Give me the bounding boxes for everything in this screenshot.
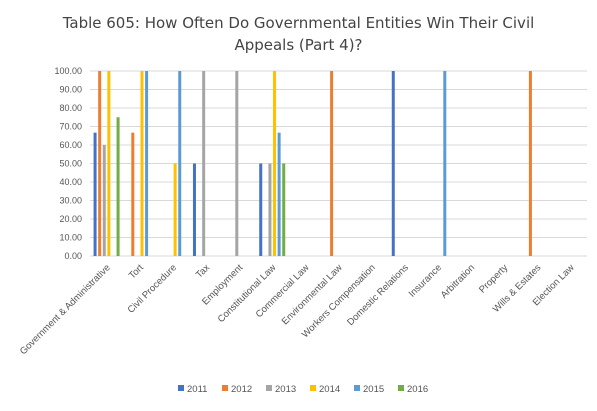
bar (259, 163, 263, 256)
legend-label: 2013 (275, 384, 296, 395)
bar (202, 71, 206, 256)
y-tick-label: 30.00 (59, 196, 82, 206)
legend-label: 2015 (363, 384, 384, 395)
legend-swatch (398, 385, 404, 391)
chart-title-line-2: Appeals (Part 4)? (234, 36, 363, 54)
legend-label: 2016 (407, 384, 428, 395)
bar (98, 71, 102, 256)
bar (173, 163, 177, 256)
bar (268, 163, 272, 256)
y-tick-label: 80.00 (59, 103, 82, 113)
legend-label: 2014 (319, 384, 340, 395)
bar (330, 71, 334, 256)
bar (93, 132, 97, 256)
chart-title-line-1: Table 605: How Often Do Governmental Ent… (62, 14, 535, 32)
legend-label: 2011 (187, 384, 207, 395)
bar (145, 71, 149, 256)
y-tick-label: 90.00 (59, 85, 82, 95)
bar (235, 71, 239, 256)
x-tick-label: Property (477, 262, 510, 295)
x-tick-label: Tort (127, 262, 146, 281)
legend-swatch (222, 385, 228, 391)
bar (192, 163, 196, 256)
chart-title: Table 605: How Often Do Governmental Ent… (30, 12, 567, 56)
bar (107, 71, 111, 256)
bar (116, 117, 120, 256)
bar (282, 163, 286, 256)
x-tick-label: Environmental Law (280, 262, 345, 327)
bar (391, 71, 395, 256)
bar (178, 71, 182, 256)
legend-swatch (354, 385, 360, 391)
legend-swatch (310, 385, 316, 391)
x-tick-label: Domestic Relations (345, 262, 411, 328)
bar (131, 132, 135, 256)
bar (443, 71, 447, 256)
y-tick-label: 20.00 (59, 214, 82, 224)
bar (277, 132, 281, 256)
y-tick-label: 60.00 (59, 140, 82, 150)
legend-swatch (178, 385, 184, 391)
legend-swatch (266, 385, 272, 391)
x-tick-label: Tax (194, 262, 212, 280)
x-tick-label: Government & Administrative (18, 262, 113, 357)
y-tick-label: 50.00 (59, 159, 82, 169)
y-tick-label: 100.00 (54, 66, 82, 76)
bar (528, 71, 532, 256)
legend-label: 2012 (231, 384, 252, 395)
y-tick-label: 0.00 (64, 251, 82, 261)
x-tick-label: Constitutional Law (216, 262, 279, 325)
y-tick-label: 70.00 (59, 122, 82, 132)
bar (140, 71, 144, 256)
y-tick-label: 10.00 (59, 233, 82, 243)
bar (273, 71, 277, 256)
bar (102, 145, 106, 256)
y-tick-label: 40.00 (59, 177, 82, 187)
x-tick-label: Arbitration (439, 262, 477, 300)
